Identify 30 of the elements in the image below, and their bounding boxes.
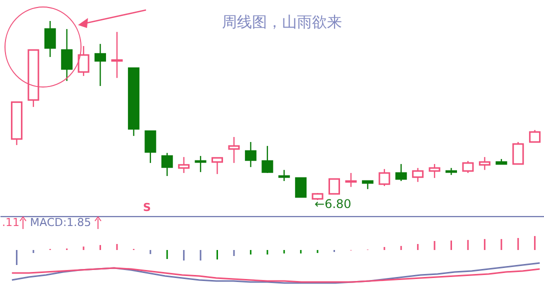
candlestick bbox=[512, 141, 524, 165]
candlestick bbox=[462, 160, 474, 174]
candlestick bbox=[228, 136, 240, 164]
candlestick bbox=[111, 31, 123, 79]
candlestick bbox=[78, 45, 90, 77]
candlestick bbox=[44, 20, 56, 58]
text: MACD:1.85 bbox=[30, 216, 92, 229]
candlestick bbox=[144, 130, 156, 164]
candlestick bbox=[328, 178, 340, 195]
candlestick bbox=[412, 167, 424, 183]
text: .11 bbox=[2, 216, 20, 229]
candlestick bbox=[378, 168, 390, 187]
candlestick bbox=[262, 145, 274, 174]
candlestick bbox=[94, 43, 106, 87]
candlestick bbox=[278, 169, 290, 182]
candlestick bbox=[478, 156, 490, 171]
text: S bbox=[143, 201, 152, 214]
candlestick bbox=[529, 129, 541, 143]
candlestick bbox=[345, 172, 357, 188]
candlestick bbox=[395, 163, 407, 182]
candlestick bbox=[295, 177, 307, 198]
chart-title: 周线图，山雨欲来 bbox=[222, 13, 342, 31]
candlestick bbox=[244, 141, 256, 168]
candlestick bbox=[428, 163, 440, 179]
candlestick bbox=[212, 157, 224, 175]
candlestick bbox=[194, 155, 206, 173]
candlestick bbox=[61, 28, 73, 82]
candlestick bbox=[178, 156, 190, 174]
annotation: ←6.80 bbox=[314, 197, 352, 211]
candlestick bbox=[161, 152, 173, 177]
